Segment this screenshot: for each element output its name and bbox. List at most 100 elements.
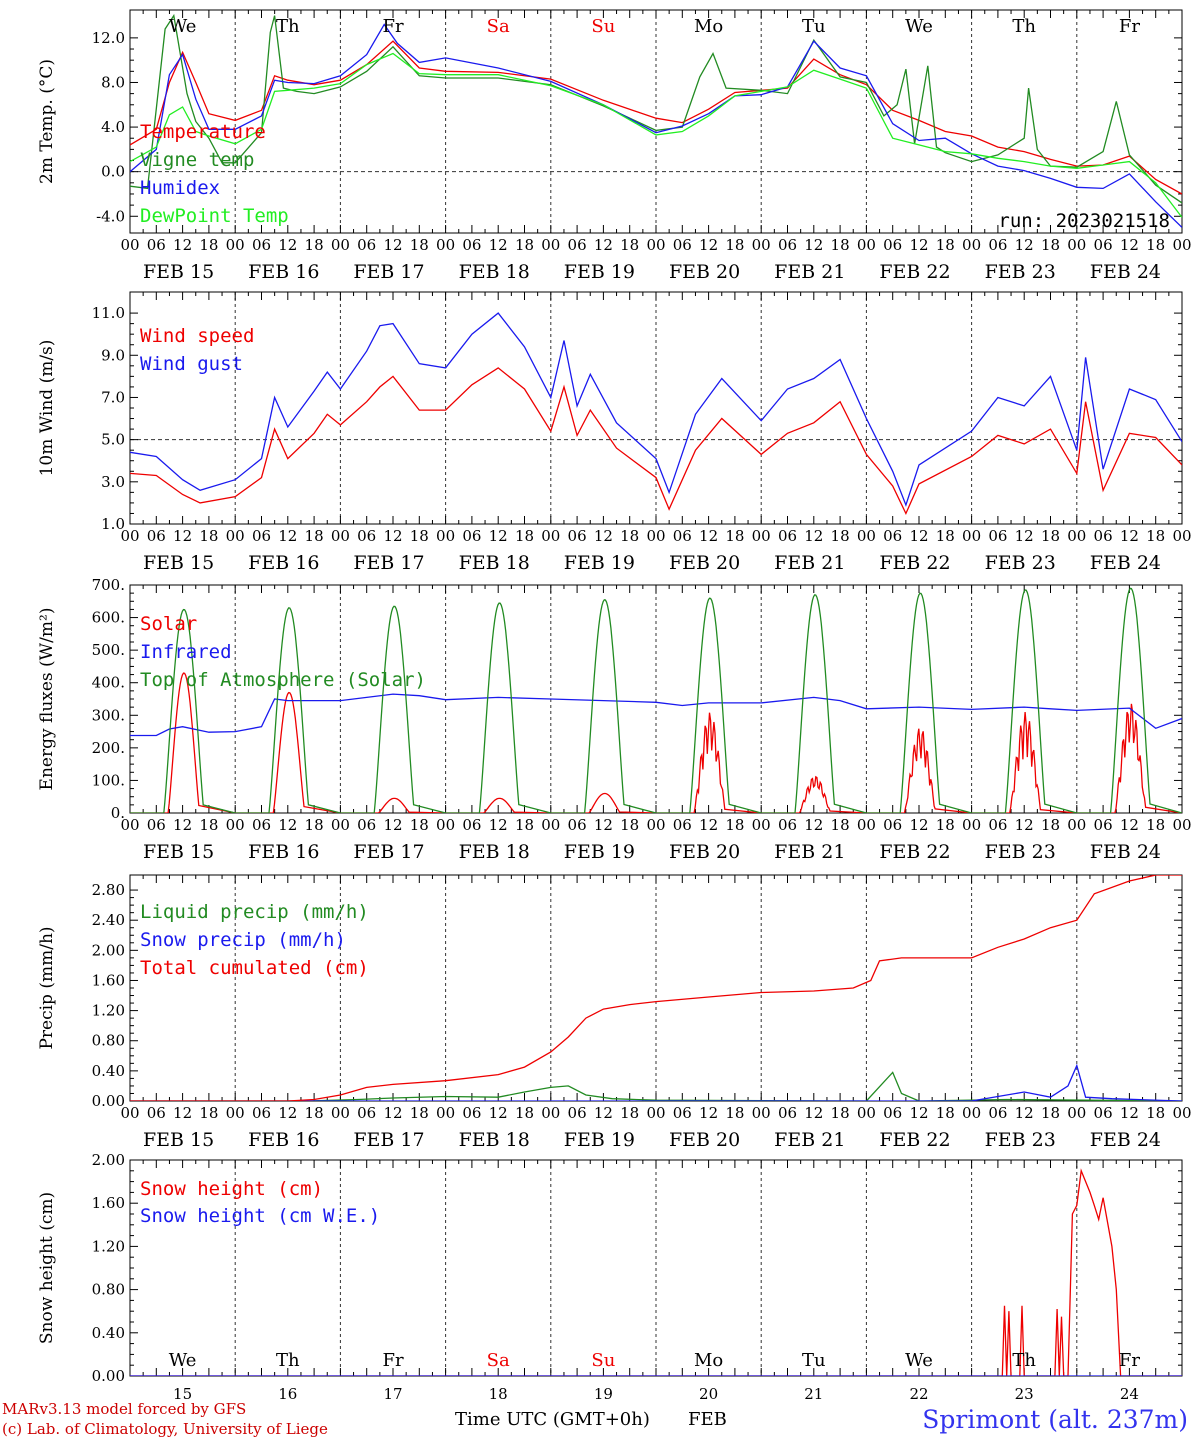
hour-tick-label: 00: [226, 1104, 245, 1122]
hour-tick-label: 12: [804, 1104, 823, 1122]
hour-tick-label: 06: [778, 527, 797, 545]
panel-4: 0.00 0.40 0.80 1.20 1.60 2.00 2.40 2.80 Precip (…: [37, 874, 1192, 1151]
series-line-top-of-atmosphere-solar: [130, 587, 1182, 813]
hour-tick-label: 00: [646, 1104, 665, 1122]
hour-tick-label: 12: [278, 816, 297, 834]
date-label: FEB 24: [1090, 841, 1161, 863]
date-label: FEB 17: [353, 841, 424, 863]
hour-tick-label: 12: [1015, 1104, 1034, 1122]
hour-tick-label: 12: [699, 527, 718, 545]
legend-entry: Top of Atmosphere (Solar): [140, 669, 426, 691]
y-tick-label: 5.0: [101, 431, 125, 449]
hour-tick-label: 18: [831, 236, 850, 254]
date-label: FEB 19: [564, 1129, 635, 1151]
series-line-total-cumulated-cm: [130, 875, 1182, 1101]
hour-tick-label: 06: [673, 816, 692, 834]
y-tick-label: 8.0: [101, 73, 125, 91]
hour-tick-label: 00: [331, 236, 350, 254]
date-label: FEB 22: [879, 841, 950, 863]
series-line-wind-speed: [130, 367, 1182, 516]
hour-tick-label: 00: [1067, 816, 1086, 834]
hour-tick-label: 06: [147, 527, 166, 545]
hour-tick-label: 00: [752, 816, 771, 834]
series-line-snow-height-cm: [130, 1168, 1182, 1376]
series-line-solar: [130, 672, 1182, 813]
hour-tick-label: 00: [1172, 236, 1191, 254]
day-name-top: Su: [591, 16, 615, 37]
date-label: FEB 17: [353, 261, 424, 283]
y-tick-label: 0.40: [92, 1062, 125, 1080]
hour-tick-label: 18: [1146, 816, 1165, 834]
hour-tick-label: 06: [778, 1104, 797, 1122]
y-tick-label: -4.0: [96, 207, 125, 225]
hour-tick-label: 18: [620, 527, 639, 545]
legend-entry: Snow precip (mm/h): [140, 929, 346, 951]
hour-tick-label: 12: [278, 1104, 297, 1122]
day-number-label: 18: [489, 1385, 508, 1403]
hour-tick-label: 12: [489, 527, 508, 545]
hour-tick-label: 00: [541, 816, 560, 834]
hour-tick-label: 00: [752, 1104, 771, 1122]
hour-tick-label: 12: [909, 1104, 928, 1122]
hour-tick-label: 12: [909, 236, 928, 254]
series-line-infrared: [130, 693, 1182, 737]
hour-tick-label: 00: [331, 527, 350, 545]
y-tick-label: 7.0: [101, 388, 125, 406]
date-label: FEB 23: [985, 1129, 1056, 1151]
date-label: FEB 24: [1090, 552, 1161, 574]
hour-tick-label: 06: [462, 1104, 481, 1122]
hour-tick-label: 18: [305, 527, 324, 545]
y-tick-label: 12.0: [92, 29, 125, 47]
y-tick-label: 0.80: [92, 1032, 125, 1050]
day-number-label: 24: [1120, 1385, 1139, 1403]
hour-tick-label: 00: [752, 527, 771, 545]
hour-tick-label: 12: [489, 1104, 508, 1122]
hour-tick-label: 06: [147, 236, 166, 254]
y-tick-label: 11.0: [92, 304, 125, 322]
hour-tick-label: 18: [831, 1104, 850, 1122]
hour-tick-label: 18: [936, 1104, 955, 1122]
hour-tick-label: 00: [1067, 1104, 1086, 1122]
hour-tick-label: 00: [857, 236, 876, 254]
hour-tick-label: 12: [173, 816, 192, 834]
date-label: FEB 24: [1090, 261, 1161, 283]
hour-tick-label: 00: [1172, 527, 1191, 545]
y-tick-label: 0.0: [101, 163, 125, 181]
day-name-top: Tu: [802, 16, 826, 37]
hour-tick-label: 18: [199, 527, 218, 545]
y-tick-label: 0.00: [92, 1367, 125, 1385]
hour-tick-label: 06: [883, 1104, 902, 1122]
hour-tick-label: 06: [357, 816, 376, 834]
y-tick-label: 500.: [92, 641, 125, 659]
hour-tick-label: 06: [1094, 1104, 1113, 1122]
hour-tick-label: 00: [436, 236, 455, 254]
date-label: FEB 19: [564, 841, 635, 863]
hour-tick-label: 00: [646, 236, 665, 254]
hour-tick-label: 00: [1067, 527, 1086, 545]
hour-tick-label: 12: [1015, 816, 1034, 834]
panel-3: 0. 100. 200. 300. 400. 500. 600. 700. Energy flu…: [37, 576, 1192, 863]
y-axis-label: Precip (mm/h): [37, 926, 57, 1049]
hour-tick-label: 00: [646, 527, 665, 545]
hour-tick-label: 18: [305, 236, 324, 254]
legend-entry: Humidex: [140, 177, 220, 199]
day-name-bottom: Fr: [382, 1350, 403, 1371]
y-tick-label: 2.00: [92, 1151, 125, 1169]
hour-tick-label: 18: [1146, 1104, 1165, 1122]
hour-tick-label: 06: [568, 527, 587, 545]
day-name-bottom: Th: [276, 1350, 300, 1371]
y-tick-label: 600.: [92, 609, 125, 627]
date-label: FEB 16: [248, 1129, 319, 1151]
legend-entry: Wind speed: [140, 325, 254, 347]
hour-tick-label: 06: [252, 816, 271, 834]
hour-tick-label: 06: [568, 236, 587, 254]
y-tick-label: 1.60: [92, 1194, 125, 1212]
hour-tick-label: 18: [1146, 527, 1165, 545]
hour-tick-label: 06: [1094, 236, 1113, 254]
hour-tick-label: 12: [383, 816, 402, 834]
date-label: FEB 23: [985, 261, 1056, 283]
hour-tick-label: 00: [120, 527, 139, 545]
day-number-label: 23: [1015, 1385, 1034, 1403]
hour-tick-label: 12: [804, 236, 823, 254]
y-tick-label: 100.: [92, 771, 125, 789]
